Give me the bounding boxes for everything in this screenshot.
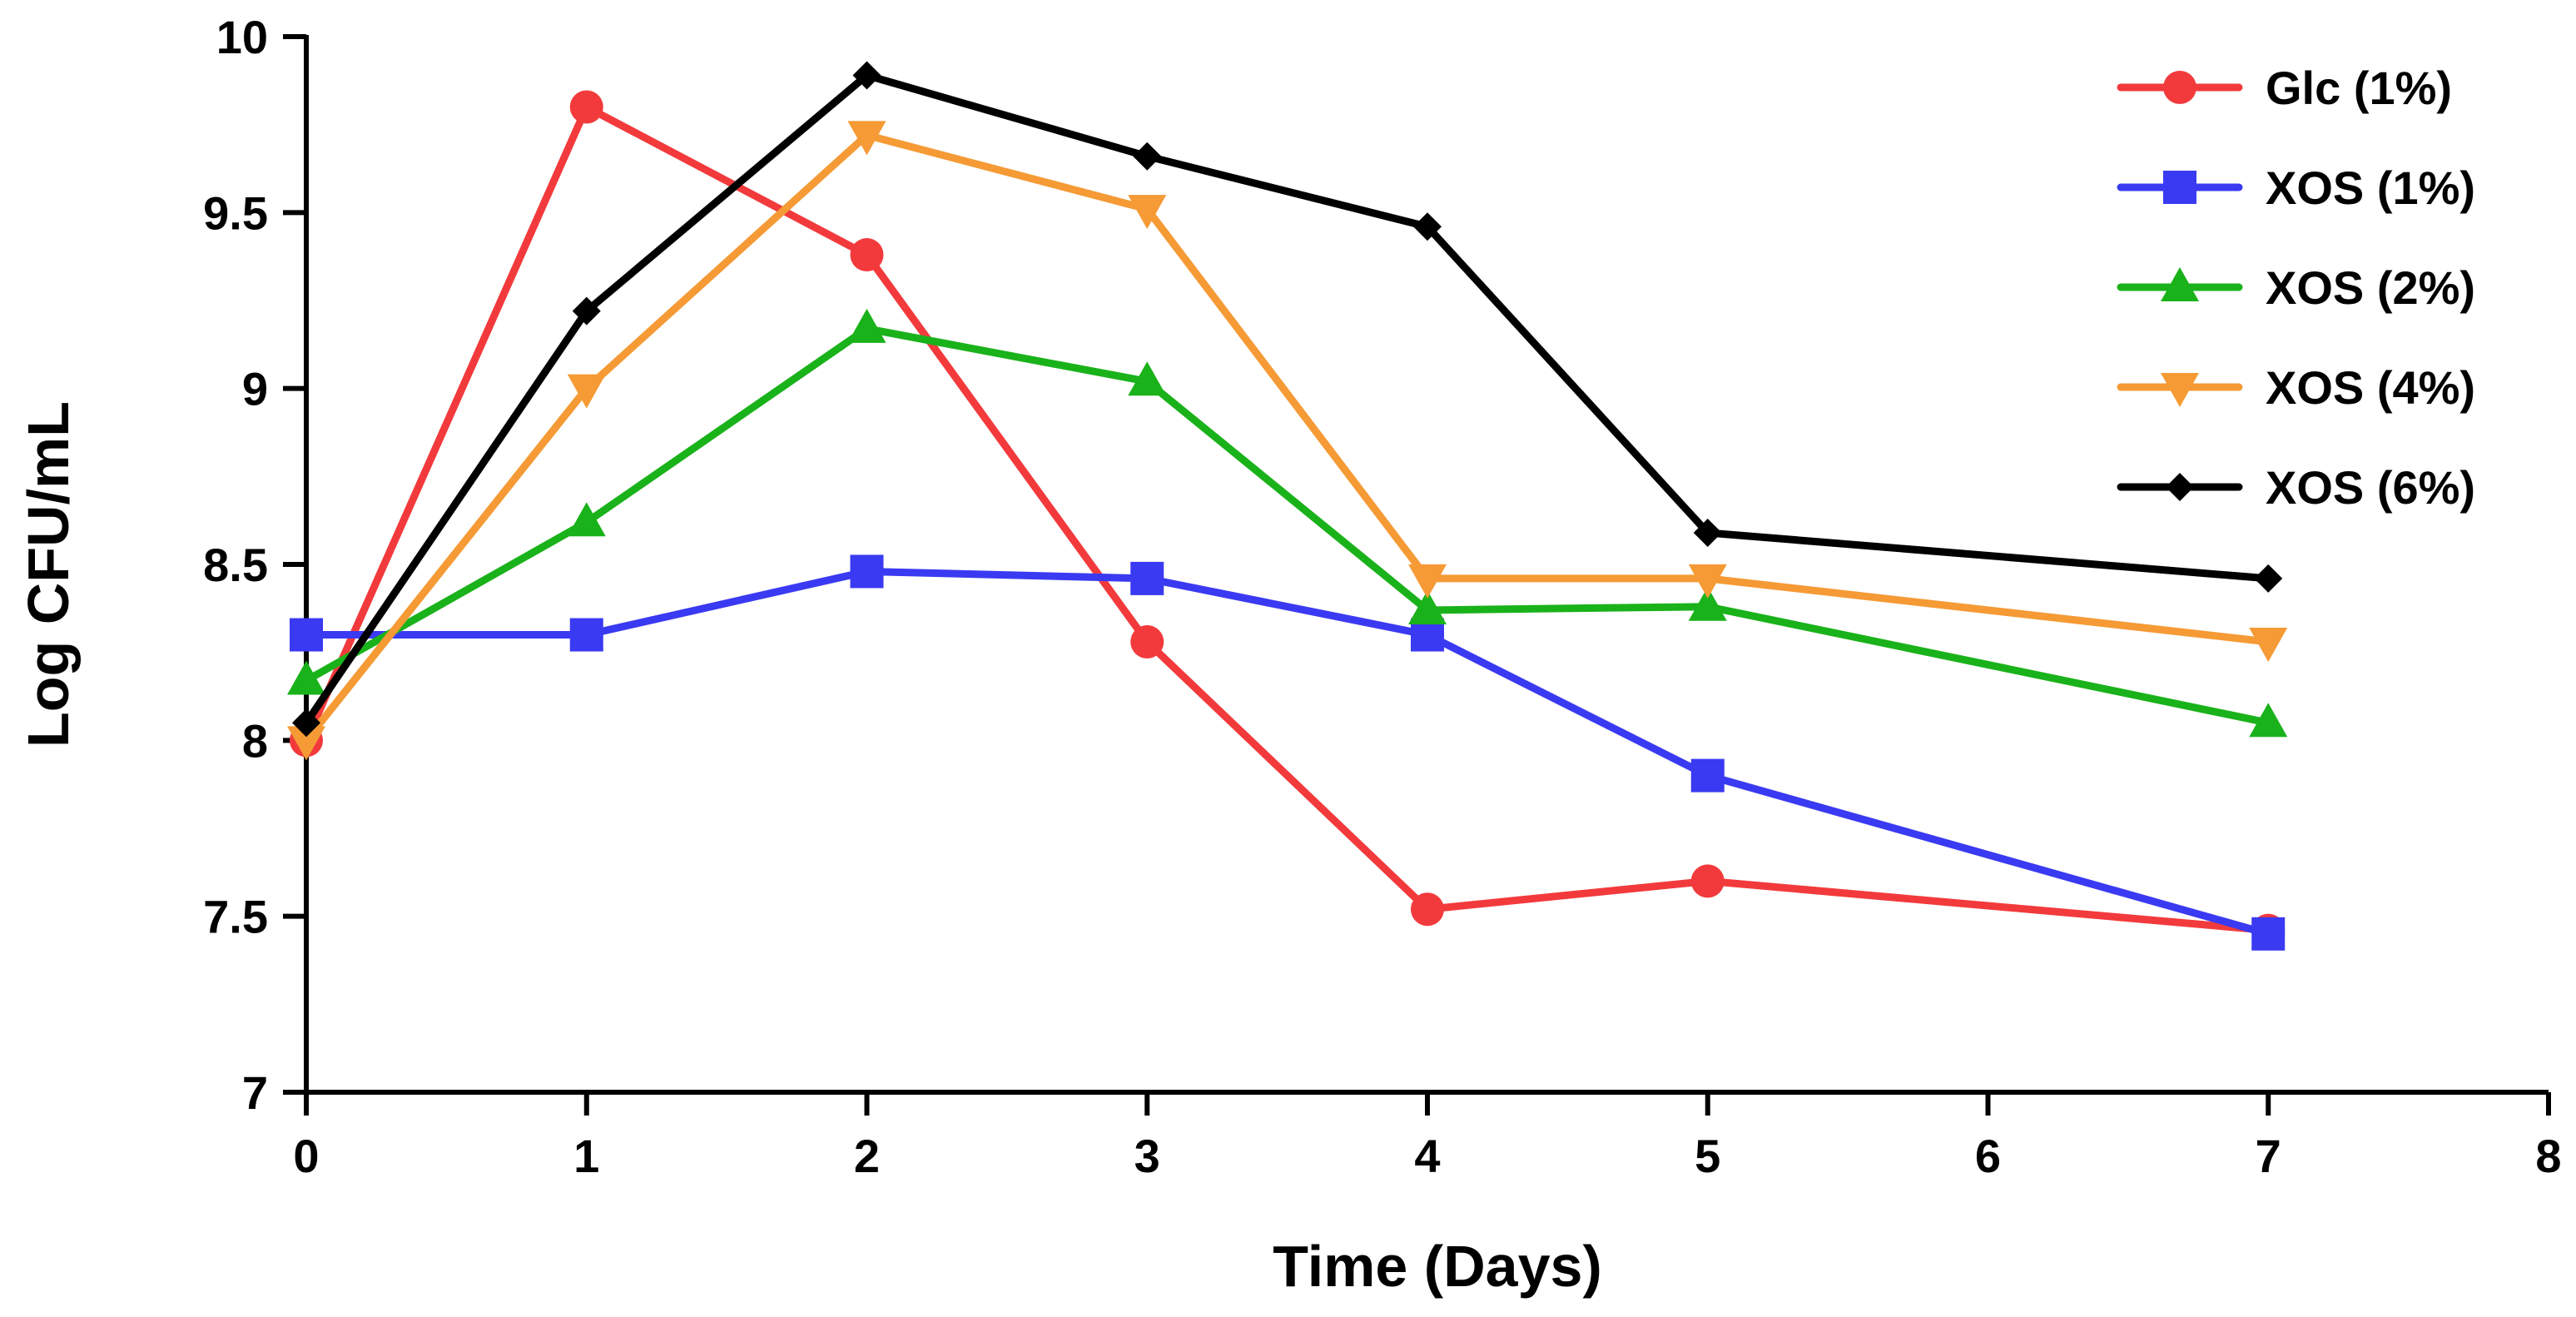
data-point	[1413, 212, 1442, 241]
legend-marker	[2163, 171, 2196, 204]
legend-label: XOS (2%)	[2266, 261, 2475, 314]
data-point	[1693, 518, 1722, 547]
x-axis-title: Time (Days)	[1273, 1234, 1602, 1299]
data-point	[569, 618, 603, 652]
data-point	[1133, 142, 1162, 171]
x-tick-label: 5	[1695, 1130, 1720, 1182]
y-tick-label: 8.5	[203, 539, 268, 591]
legend-item: Glc (1%)	[2117, 62, 2452, 114]
data-point	[1690, 864, 1725, 898]
data-point	[850, 238, 884, 272]
x-tick-label: 1	[573, 1130, 599, 1182]
series-1	[290, 554, 2286, 951]
legend-label: XOS (6%)	[2266, 461, 2475, 514]
data-point	[1411, 892, 1444, 927]
x-tick-label: 3	[1134, 1130, 1160, 1182]
legend-marker	[2161, 373, 2199, 407]
data-point	[1130, 561, 1164, 595]
y-tick-label: 8	[242, 714, 268, 767]
data-point	[1408, 589, 1447, 624]
data-point	[2249, 627, 2288, 662]
y-tick-label: 9	[242, 363, 268, 415]
data-point	[287, 726, 325, 761]
legend-item: XOS (4%)	[2117, 361, 2475, 414]
series-4	[292, 61, 2283, 738]
data-point	[1688, 564, 1727, 599]
series-3	[287, 121, 2288, 761]
x-tick-label: 2	[854, 1130, 880, 1182]
data-point	[2249, 703, 2288, 738]
series-2	[287, 308, 2288, 738]
legend-item: XOS (1%)	[2117, 162, 2475, 214]
series-0	[290, 90, 2286, 947]
data-point	[290, 618, 323, 652]
series-group	[287, 61, 2288, 951]
data-point	[847, 121, 886, 156]
legend: Glc (1%) XOS (1%) XOS (2%) XOS (4%) XOS (6%)	[2117, 62, 2475, 514]
data-point	[1408, 564, 1447, 599]
data-point	[572, 296, 601, 326]
y-tick-label: 9.5	[203, 186, 268, 239]
axes: 7 7.5 8 8.5 9 9.5 10 0 1 2 3 4 5 6 7 8	[203, 11, 2561, 1182]
data-point	[567, 374, 606, 409]
data-point	[1688, 586, 1727, 621]
x-tick-label: 6	[1975, 1130, 2001, 1182]
data-point	[287, 660, 325, 695]
data-point	[1690, 758, 1725, 793]
data-point	[567, 502, 606, 537]
y-axis-title: Log CFU/mL	[16, 401, 81, 748]
legend-marker	[2161, 267, 2199, 301]
x-tick-label: 7	[2256, 1130, 2281, 1182]
data-point	[1128, 361, 1167, 396]
y-tick-label: 7.5	[203, 891, 268, 943]
legend-label: XOS (1%)	[2266, 162, 2475, 214]
y-tick-label: 7	[242, 1066, 268, 1119]
legend-label: Glc (1%)	[2266, 62, 2452, 114]
legend-label: XOS (4%)	[2266, 361, 2475, 414]
data-point	[292, 708, 320, 738]
data-point	[1128, 195, 1167, 230]
series-line	[302, 103, 2272, 935]
data-point	[2251, 917, 2286, 951]
x-tick-label: 4	[1414, 1130, 1440, 1182]
data-point	[850, 554, 884, 589]
data-point	[847, 308, 886, 343]
legend-marker	[2166, 473, 2194, 501]
legend-item: XOS (6%)	[2117, 461, 2475, 514]
data-point	[852, 61, 881, 90]
legend-marker	[2163, 71, 2196, 104]
legend-item: XOS (2%)	[2117, 261, 2475, 314]
data-point	[2254, 564, 2283, 593]
data-point	[1130, 624, 1164, 658]
y-tick-label: 10	[216, 11, 268, 63]
x-tick-label: 8	[2535, 1130, 2561, 1182]
data-point	[569, 90, 603, 124]
x-tick-label: 0	[293, 1130, 319, 1182]
